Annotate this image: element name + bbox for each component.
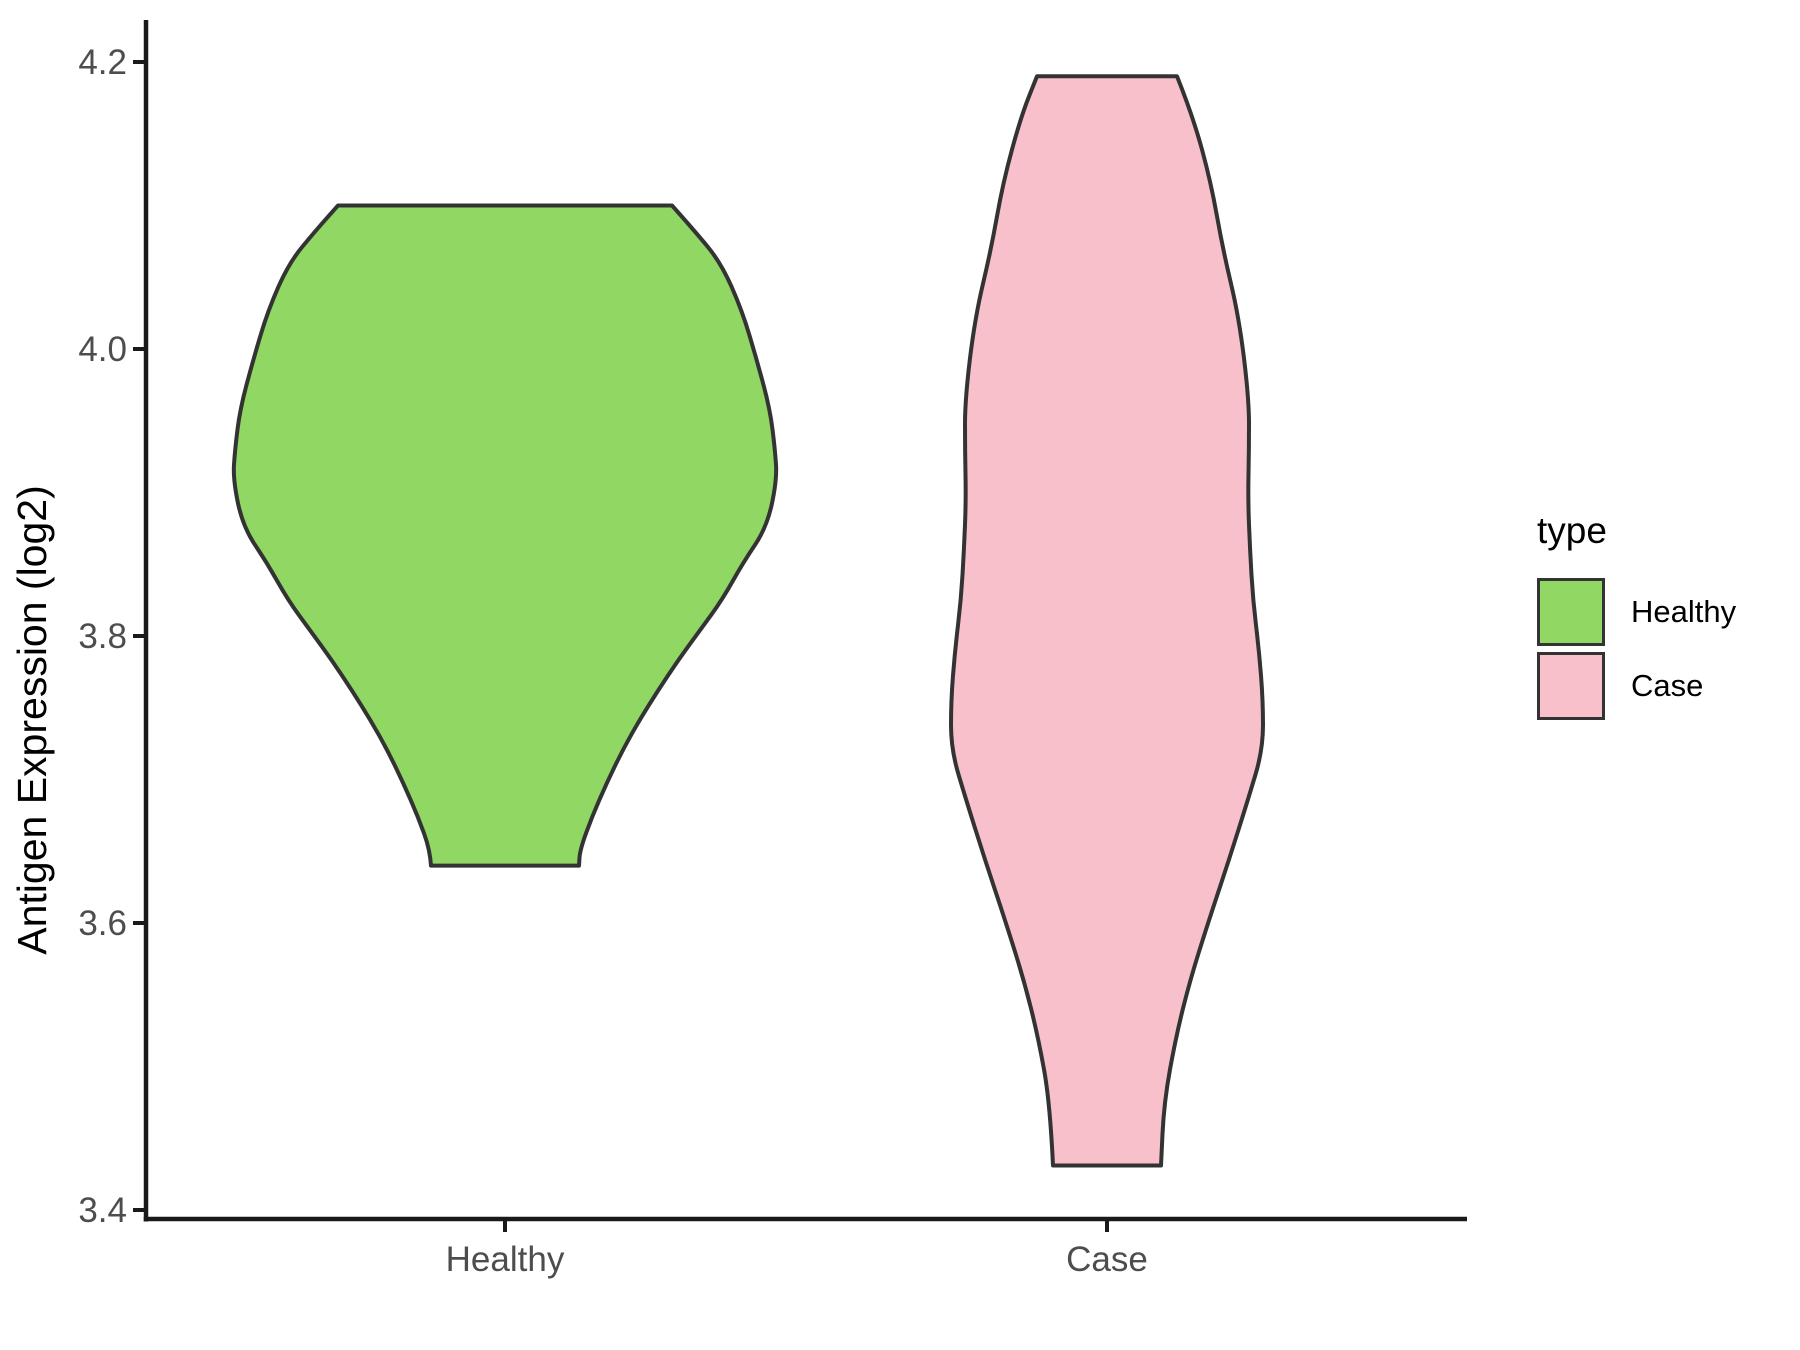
legend-item-case: Case: [1537, 652, 1736, 720]
legend-item-healthy: Healthy: [1537, 578, 1736, 646]
legend-swatch-healthy: [1537, 578, 1605, 646]
y-tick-label: 3.6: [78, 904, 127, 943]
tick-marks: [133, 60, 1109, 1232]
legend-title: type: [1537, 510, 1607, 551]
y-tick-label: 3.4: [78, 1191, 127, 1230]
legend-swatch-case: [1537, 652, 1605, 720]
x-tick-label-case: Case: [1066, 1240, 1148, 1279]
axes: [143, 20, 1467, 1222]
y-tick-label: 4.2: [78, 43, 127, 82]
legend-label-case: Case: [1631, 668, 1704, 703]
tick-labels: 3.4 3.6 3.8 4.0 4.2 Healthy Case: [78, 43, 1148, 1279]
y-axis-title: Antigen Expression (log2): [9, 485, 55, 954]
y-tick-label: 4.0: [78, 330, 127, 369]
violin-shapes: [231, 74, 1265, 1168]
legend-label-healthy: Healthy: [1631, 594, 1737, 629]
legend: type Healthy Case: [1537, 510, 1736, 726]
y-tick-label: 3.8: [78, 617, 127, 656]
x-tick-label-healthy: Healthy: [446, 1240, 565, 1279]
violin-healthy: [231, 203, 779, 868]
violin-case: [949, 74, 1265, 1168]
